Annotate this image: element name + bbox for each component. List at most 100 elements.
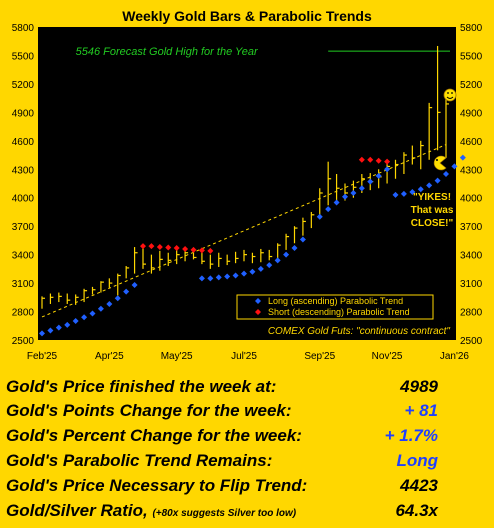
weekly-bar xyxy=(159,250,163,271)
long-trend-dot xyxy=(400,190,407,197)
flip-label: Gold's Price Necessary to Flip Trend: xyxy=(6,476,308,495)
long-trend-dot xyxy=(283,251,290,258)
weekly-bar xyxy=(83,288,88,303)
yikes-annotation-line: CLOSE!" xyxy=(411,218,454,229)
weekly-bar xyxy=(403,152,407,175)
short-trend-dot xyxy=(173,244,180,251)
long-trend-dot xyxy=(257,265,264,272)
y-tick-left: 2500 xyxy=(12,336,35,347)
weekly-bar xyxy=(226,254,231,266)
long-trend-dot xyxy=(409,189,416,196)
long-trend-dot xyxy=(333,199,340,206)
y-tick-left: 5200 xyxy=(12,80,35,91)
y-tick-left: 5500 xyxy=(12,51,35,62)
weekly-bar xyxy=(66,293,71,304)
yikes-annotation-line: "YIKES! xyxy=(413,192,451,203)
points-label: Gold's Points Change for the week: xyxy=(6,401,292,420)
weekly-bar xyxy=(436,45,441,151)
y-tick-right: 5500 xyxy=(460,51,483,62)
stat-row-trend: Gold's Parabolic Trend Remains: Long xyxy=(0,451,494,476)
short-trend-dot xyxy=(207,247,214,254)
price-label: Gold's Price finished the week at: xyxy=(6,377,277,396)
weekly-bar xyxy=(41,296,45,309)
long-trend-dot xyxy=(72,318,79,325)
weekly-bar xyxy=(117,273,121,296)
short-trend-dot xyxy=(367,156,374,163)
long-trend-dot xyxy=(215,274,222,281)
smiley-eye xyxy=(451,92,453,94)
stat-row-ratio: Gold/Silver Ratio, (+80x suggests Silver… xyxy=(0,501,494,526)
short-trend-dot xyxy=(358,156,365,163)
y-tick-right: 4600 xyxy=(460,137,483,148)
trend-label: Gold's Parabolic Trend Remains: xyxy=(6,451,273,470)
short-trend-dot xyxy=(198,247,205,254)
long-trend-dot xyxy=(299,236,306,243)
y-tick-right: 2800 xyxy=(460,308,483,319)
long-trend-dot xyxy=(392,191,399,198)
long-trend-dot xyxy=(198,275,205,282)
percent-label: Gold's Percent Change for the week: xyxy=(6,426,302,445)
weekly-bar xyxy=(310,211,315,229)
long-trend-dot xyxy=(207,275,214,282)
weekly-bar xyxy=(277,243,281,259)
long-trend-dot xyxy=(81,314,88,321)
weekly-bar xyxy=(125,266,130,279)
weekly-bar xyxy=(285,233,290,250)
y-tick-left: 4900 xyxy=(12,108,35,119)
stat-row-percent: Gold's Percent Change for the week: + 1.… xyxy=(0,426,494,451)
weekly-bar xyxy=(411,145,416,165)
legend-short-marker xyxy=(255,309,261,315)
y-tick-right: 5800 xyxy=(460,23,483,34)
weekly-bar xyxy=(335,174,340,203)
x-tick-label: Feb'25 xyxy=(27,351,58,362)
chomper-eye xyxy=(436,159,438,161)
price-value: 4989 xyxy=(400,377,438,396)
y-tick-left: 4600 xyxy=(12,137,35,148)
long-trend-dot xyxy=(451,163,458,170)
weekly-bar xyxy=(142,245,146,269)
long-trend-dot xyxy=(434,177,441,184)
long-trend-dot xyxy=(224,273,231,280)
y-tick-left: 3700 xyxy=(12,222,35,233)
long-trend-dot xyxy=(426,182,433,189)
long-trend-dot xyxy=(375,172,382,179)
y-tick-right: 4900 xyxy=(460,108,483,119)
long-trend-dot xyxy=(384,166,391,173)
x-tick-label: Jul'25 xyxy=(231,351,257,362)
ratio-label-wrap: Gold/Silver Ratio, (+80x suggests Silver… xyxy=(6,501,296,521)
weekly-bar xyxy=(327,161,332,206)
legend-short-label: Short (descending) Parabolic Trend xyxy=(268,307,410,317)
short-trend-dot xyxy=(375,157,382,164)
weekly-bar xyxy=(420,140,424,170)
long-trend-dot xyxy=(417,186,424,193)
weekly-bar xyxy=(218,252,222,267)
long-trend-dot xyxy=(266,262,273,269)
y-tick-left: 4300 xyxy=(12,165,35,176)
weekly-bar xyxy=(251,252,256,264)
ratio-label: Gold/Silver Ratio, xyxy=(6,501,148,520)
long-trend-dot xyxy=(131,281,138,288)
long-trend-dot xyxy=(358,185,365,192)
long-trend-dot xyxy=(39,330,45,337)
x-tick-label: May'25 xyxy=(161,351,193,362)
weekly-bar xyxy=(445,93,449,158)
chart-plot: 2500 2500 2800 2800 3100 3100 3400 3400 3700 3700… xyxy=(12,23,483,362)
x-tick-label: Jan'26 xyxy=(440,351,470,362)
smiley-icon xyxy=(443,88,457,102)
short-trend-dot xyxy=(148,243,155,250)
legend-box xyxy=(236,294,434,320)
weekly-bar xyxy=(293,226,298,244)
short-trend-dot xyxy=(182,245,189,252)
y-tick-right: 3100 xyxy=(460,279,483,290)
long-trend-dot xyxy=(325,206,332,213)
trend-value: Long xyxy=(396,451,438,470)
weekly-bar xyxy=(75,294,79,305)
long-trend-dot xyxy=(350,189,357,196)
y-tick-left: 3400 xyxy=(12,251,35,262)
weekly-bar xyxy=(243,249,247,262)
long-trend-dot xyxy=(123,288,130,295)
long-trend-dot xyxy=(55,324,62,331)
weekly-bar xyxy=(108,278,113,288)
x-tick-label: Apr'25 xyxy=(95,351,124,362)
